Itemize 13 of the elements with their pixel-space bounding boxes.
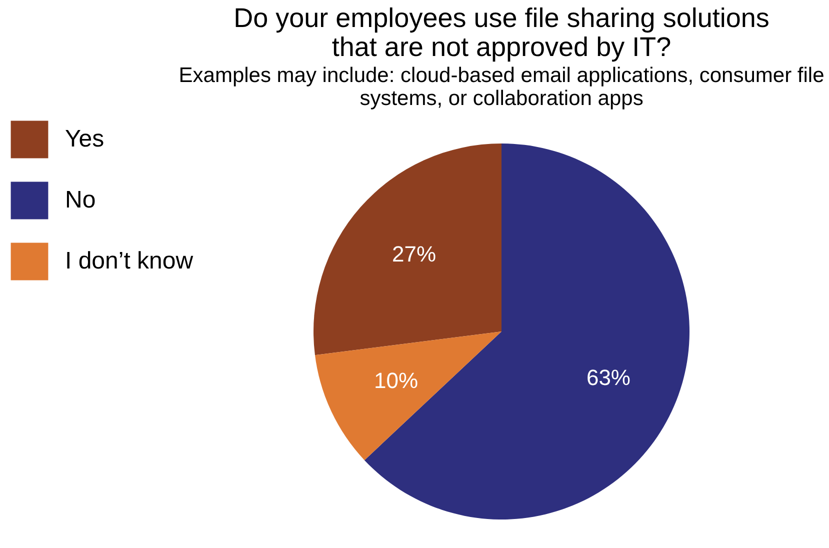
- text: systems, or collaboration apps: [360, 87, 644, 110]
- pie-slice: [314, 144, 502, 356]
- legend-label: No: [65, 186, 96, 214]
- data-label: 63%: [586, 364, 630, 390]
- text: that are not approved by IT?: [332, 32, 672, 62]
- pie-slice: [364, 144, 690, 520]
- legend-label: Yes: [65, 126, 104, 152]
- text: Do your employees use file sharing solutions: [234, 3, 770, 33]
- text: Examples may include: cloud-based email applications, consumer file: [178, 64, 824, 87]
- data-label: 10%: [374, 368, 418, 394]
- pie-slice: [314, 332, 502, 460]
- data-label: 27%: [392, 241, 436, 266]
- legend-label: I don’t know: [65, 248, 194, 274]
